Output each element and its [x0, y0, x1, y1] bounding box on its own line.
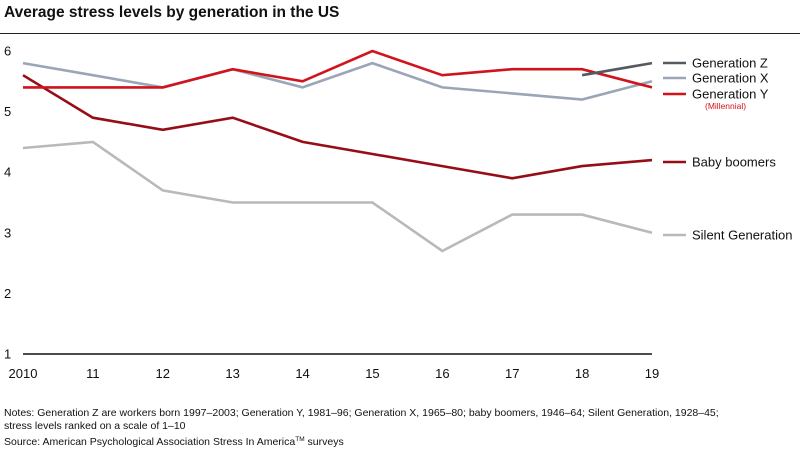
source-suffix: surveys	[304, 436, 344, 448]
legend-label-generation-z: Generation Z	[692, 56, 768, 71]
series-line-silent-generation	[22, 140, 653, 253]
chart-title: Average stress levels by generation in t…	[4, 4, 340, 21]
y-tick-label: 2	[4, 286, 11, 301]
source-text: Source: American Psychological Associati…	[4, 436, 296, 448]
y-tick-label: 4	[4, 165, 11, 180]
trademark: TM	[295, 436, 305, 443]
x-tick-label: 19	[645, 366, 659, 381]
x-tick-label: 15	[365, 366, 379, 381]
x-tick-label: 17	[505, 366, 519, 381]
x-tick-label: 2010	[9, 366, 38, 381]
series-line-generation-z	[581, 61, 653, 77]
y-tick-label: 3	[4, 225, 11, 240]
x-tick-label: 13	[225, 366, 239, 381]
x-tick-label: 16	[435, 366, 449, 381]
legend-sublabel-generation-y: (Millennial)	[705, 101, 746, 111]
series-line-baby-boomers	[22, 74, 653, 180]
source-line: Source: American Psychological Associati…	[4, 433, 719, 449]
x-tick-label: 11	[86, 366, 100, 381]
series-line-generation-y	[23, 49, 653, 89]
notes-line-2: stress levels ranked on a scale of 1–10	[4, 420, 186, 432]
legend-label-silent-generation: Silent Generation	[692, 228, 792, 243]
x-tick-label: 14	[295, 366, 309, 381]
series-line-generation-x	[22, 61, 653, 101]
x-tick-label: 18	[575, 366, 589, 381]
title-bar: Average stress levels by generation in t…	[0, 0, 800, 34]
x-tick-label: 12	[156, 366, 170, 381]
legend-label-generation-y: Generation Y	[692, 87, 769, 102]
y-tick-label: 1	[4, 347, 11, 362]
y-tick-label: 5	[4, 104, 11, 119]
legend-label-generation-x: Generation X	[692, 71, 769, 86]
legend-label-baby-boomers: Baby boomers	[692, 155, 776, 170]
chart-notes: Notes: Generation Z are workers born 199…	[4, 407, 719, 449]
notes-line-1: Notes: Generation Z are workers born 199…	[4, 407, 719, 419]
y-tick-label: 6	[4, 44, 11, 59]
